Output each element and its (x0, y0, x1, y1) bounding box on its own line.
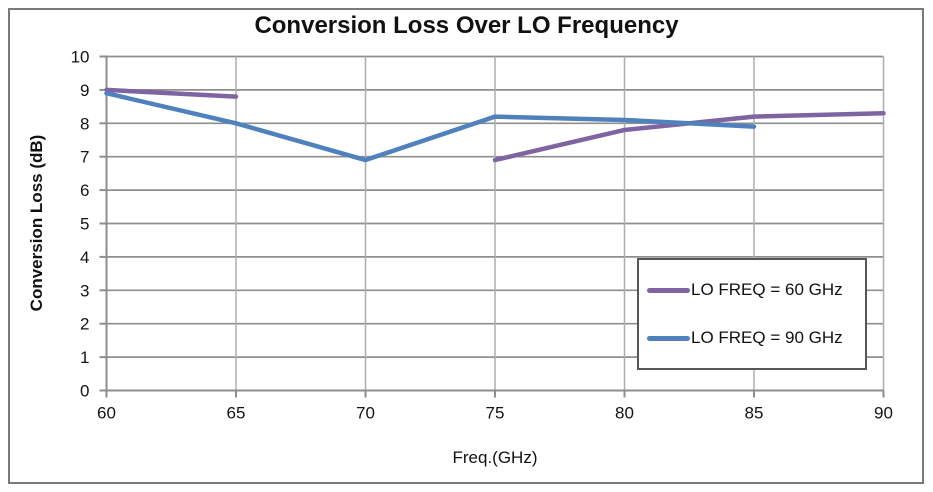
x-tick-label: 80 (615, 404, 634, 423)
y-tick-label: 2 (80, 315, 89, 334)
x-tick-label: 70 (356, 404, 375, 423)
y-tick-label: 8 (80, 114, 89, 133)
legend-swatch-purple-line (647, 287, 690, 293)
y-tick-label: 9 (80, 81, 89, 100)
series-line-lo-freq-90 (104, 90, 757, 163)
series-line-lo-freq-60 (104, 87, 239, 99)
y-tick-label: 5 (80, 215, 89, 234)
y-axis-title: Conversion Loss (dB) (27, 134, 46, 312)
y-tick-label: 0 (80, 382, 89, 401)
y-tick-label: 7 (80, 148, 89, 167)
x-axis-title: Freq.(GHz) (452, 448, 538, 467)
x-tick-label: 65 (227, 404, 246, 423)
legend-entry-lo-freq-90: LO FREQ = 90 GHz (647, 328, 861, 348)
legend: LO FREQ = 60 GHz LO FREQ = 90 GHz (637, 258, 867, 370)
legend-swatch-blue-line (647, 335, 690, 341)
y-tick-label: 3 (80, 281, 89, 300)
chart-title: Conversion Loss Over LO Frequency (254, 12, 679, 39)
x-tick-label: 90 (874, 404, 893, 423)
y-tick-label: 4 (80, 248, 89, 267)
x-tick-label: 85 (745, 404, 764, 423)
y-tick-label: 6 (80, 181, 89, 200)
legend-label-lo-freq-60: LO FREQ = 60 GHz (691, 280, 843, 299)
legend-label-lo-freq-90: LO FREQ = 90 GHz (691, 328, 843, 347)
y-tick-label: 10 (71, 48, 90, 67)
legend-entry-lo-freq-60: LO FREQ = 60 GHz (647, 280, 861, 300)
y-tick-label: 1 (80, 348, 89, 367)
x-tick-label: 75 (486, 404, 505, 423)
x-tick-label: 60 (97, 404, 116, 423)
